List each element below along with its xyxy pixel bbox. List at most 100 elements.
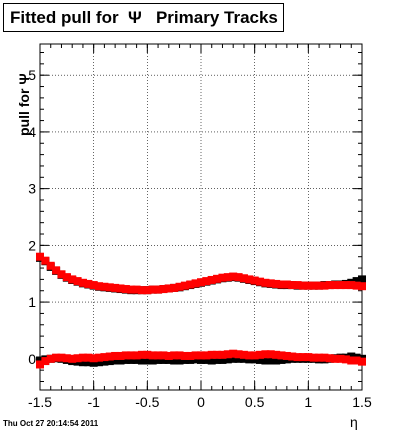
- data-point: [320, 353, 329, 362]
- data-point: [202, 355, 211, 364]
- data-point: [218, 273, 227, 282]
- data-point: [84, 353, 93, 362]
- data-point: [341, 355, 350, 364]
- data-point: [207, 275, 216, 284]
- data-point: [293, 281, 302, 290]
- data-point: [148, 285, 157, 294]
- data-point: [256, 277, 265, 286]
- data-point: [159, 351, 168, 360]
- data-point: [272, 350, 281, 359]
- data-point: [159, 355, 168, 364]
- data-point: [250, 276, 259, 285]
- data-point: [127, 285, 136, 294]
- data-point: [229, 349, 238, 358]
- data-point: [293, 353, 302, 362]
- data-point: [164, 351, 173, 360]
- data-point: [73, 277, 82, 286]
- data-point: [331, 354, 340, 363]
- data-point: [78, 278, 87, 287]
- data-point: [73, 354, 82, 363]
- data-point: [186, 351, 195, 360]
- data-point: [100, 282, 109, 291]
- data-point: [197, 355, 205, 364]
- x-axis-label: η: [350, 414, 358, 430]
- data-point: [132, 285, 141, 294]
- chart-title: Fitted pull for Ψ Primary Tracks: [10, 8, 278, 27]
- data-point: [89, 281, 98, 290]
- data-point: [304, 353, 313, 362]
- data-point: [282, 351, 291, 360]
- x-tick-label: 0.5: [245, 394, 265, 410]
- data-point: [288, 281, 297, 290]
- y-tick-label: 1: [28, 294, 36, 310]
- data-point: [315, 281, 324, 290]
- x-tick-label: -0.5: [135, 394, 159, 410]
- data-point: [116, 284, 125, 293]
- data-point: [207, 356, 216, 365]
- data-point: [95, 353, 104, 362]
- data-point: [68, 354, 77, 363]
- data-point: [95, 282, 104, 291]
- data-point: [213, 274, 222, 283]
- data-point: [272, 356, 281, 365]
- data-point: [298, 281, 307, 290]
- data-point: [68, 275, 77, 284]
- data-point: [315, 353, 324, 362]
- x-tick-label: 0: [197, 394, 205, 410]
- data-point: [78, 353, 87, 362]
- data-point: [218, 350, 227, 359]
- data-point: [213, 350, 222, 359]
- data-point: [137, 356, 146, 365]
- data-point: [288, 352, 297, 361]
- data-point: [325, 354, 334, 363]
- x-tick-label: 1: [304, 394, 312, 410]
- data-point: [202, 351, 211, 360]
- data-point: [84, 279, 93, 288]
- data-point: [239, 274, 248, 283]
- data-point: [127, 351, 136, 360]
- data-point: [239, 350, 248, 359]
- data-point: [95, 358, 104, 367]
- data-point: [336, 281, 345, 290]
- data-point: [202, 277, 211, 286]
- x-tick-label: -1: [87, 394, 100, 410]
- footer-timestamp: Thu Oct 27 20:14:54 2011: [3, 419, 99, 428]
- data-point: [111, 283, 120, 292]
- data-point: [148, 356, 157, 365]
- data-point: [309, 353, 318, 362]
- data-point: [245, 275, 254, 284]
- data-point: [358, 275, 366, 284]
- data-point: [84, 358, 93, 367]
- data-point: [154, 355, 163, 364]
- data-point: [164, 284, 173, 293]
- data-point: [250, 351, 259, 360]
- data-point: [137, 350, 146, 359]
- x-tick-label: 1.5: [352, 394, 372, 410]
- data-point: [325, 281, 334, 290]
- data-point: [36, 252, 44, 261]
- data-point: [245, 351, 254, 360]
- data-point: [170, 351, 179, 360]
- data-point: [170, 356, 179, 365]
- data-point: [175, 282, 184, 291]
- data-point: [175, 351, 184, 360]
- data-point: [100, 357, 109, 366]
- data-point: [154, 285, 163, 294]
- data-point: [282, 280, 291, 289]
- data-point: [261, 278, 270, 287]
- data-point: [121, 351, 130, 360]
- data-point: [170, 283, 179, 292]
- data-point: [46, 354, 55, 363]
- data-point: [223, 355, 232, 364]
- data-point: [223, 350, 232, 359]
- data-point: [52, 353, 61, 362]
- data-point: [111, 351, 120, 360]
- y-tick-label: 2: [28, 237, 36, 253]
- data-point: [127, 355, 136, 364]
- data-point: [52, 266, 61, 275]
- data-point: [137, 286, 146, 295]
- data-point: [148, 351, 157, 360]
- data-point: [197, 278, 205, 287]
- y-axis-label: pull for Ψ: [16, 73, 32, 136]
